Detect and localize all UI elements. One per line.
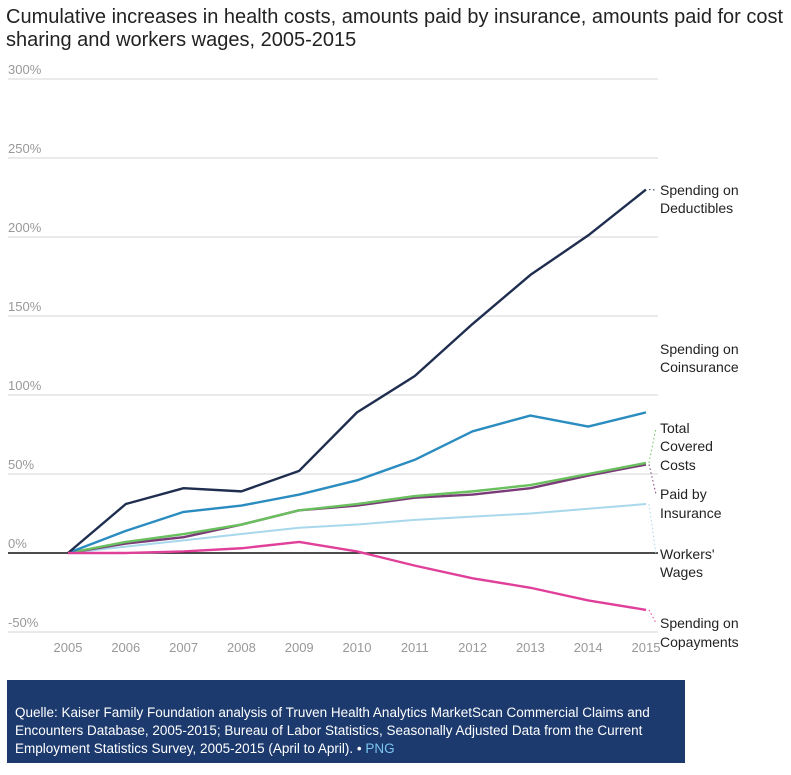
line-chart: 300% 250% 200% 150% 100% 50% 0% -50% 2005 2006 200… [8, 62, 739, 655]
x-tick-label: 2012 [458, 640, 487, 655]
y-tick-label: 250% [8, 141, 42, 156]
x-tick-label: 2006 [111, 640, 140, 655]
series-line [67, 461, 647, 555]
series-label: Wages [660, 564, 703, 580]
series-label: Spending on [660, 615, 739, 631]
y-tick-label: 100% [8, 378, 42, 393]
x-tick-label: 2007 [169, 640, 198, 655]
x-tick-label: 2015 [632, 640, 661, 655]
x-tick-label: 2008 [227, 640, 256, 655]
series-line [67, 411, 647, 555]
x-tick-label: 2014 [574, 640, 603, 655]
source-text: Quelle: Kaiser Family Foundation analysi… [15, 705, 650, 756]
series-label: Copayments [660, 634, 739, 650]
series-line [68, 540, 647, 612]
source-footer: Quelle: Kaiser Family Foundation analysi… [7, 680, 685, 763]
y-tick-label: 150% [8, 299, 42, 314]
separator: • [356, 741, 362, 756]
png-download-link[interactable]: PNG [365, 741, 395, 756]
series-label: Coinsurance [660, 359, 739, 375]
label-leader [648, 503, 657, 555]
label-leader [648, 609, 657, 624]
series-label: Spending on [660, 182, 739, 198]
series-label: Workers' [660, 546, 715, 562]
series-line [67, 503, 647, 554]
x-tick-label: 2005 [54, 640, 83, 655]
x-tick-label: 2010 [343, 640, 372, 655]
x-tick-label: 2013 [516, 640, 545, 655]
chart-title: Cumulative increases in health costs, am… [6, 6, 784, 51]
x-tick-label: 2011 [401, 640, 429, 655]
series-label: Paid by [660, 486, 707, 502]
series-label: Insurance [660, 505, 722, 521]
y-tick-label: 0% [8, 536, 27, 551]
series-line [67, 188, 647, 554]
label-leader [648, 464, 657, 495]
series-label: Covered [660, 438, 713, 454]
series-label: Deductibles [660, 200, 733, 216]
y-tick-label: 50% [8, 457, 34, 472]
y-tick-label: 200% [8, 220, 42, 235]
series-label: Spending on [660, 341, 739, 357]
x-tick-label: 2009 [285, 640, 314, 655]
series-line [67, 463, 647, 555]
y-tick-label: -50% [8, 615, 39, 630]
y-tick-label: 300% [8, 62, 42, 77]
series-label: Costs [660, 457, 696, 473]
series-label: Total [660, 420, 690, 436]
label-leader [648, 427, 657, 464]
